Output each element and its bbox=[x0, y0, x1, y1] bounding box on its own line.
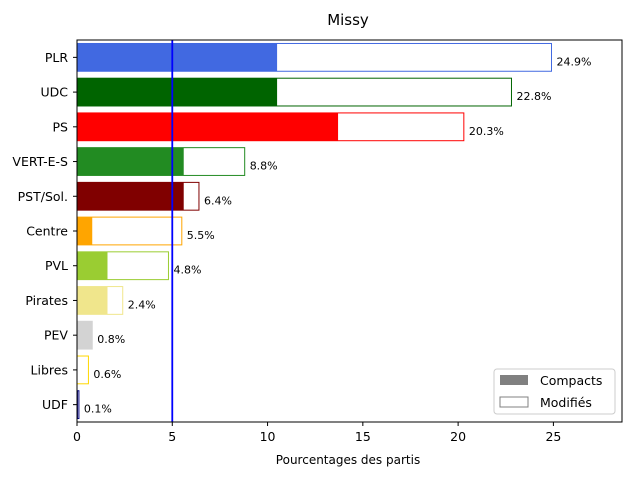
data-labels-layer: 24.9% 22.8% 20.3% 8.8% 6.4% 5.5% 4.8% 2.4% 0.8% 0… bbox=[84, 55, 592, 415]
y-tick-label: PVL bbox=[45, 258, 68, 273]
data-label: 0.1% bbox=[84, 403, 112, 416]
ticks-layer: PLR UDC PS VERT-E-S PST/Sol. Centre PVL Pirates… bbox=[12, 50, 561, 444]
plot-frame bbox=[76, 39, 623, 423]
y-tick-label: Pirates bbox=[25, 293, 68, 308]
bar-compacts-pvl bbox=[77, 251, 108, 280]
data-label: 4.8% bbox=[173, 264, 201, 277]
data-label: 22.8% bbox=[516, 90, 551, 103]
data-label: 8.8% bbox=[250, 160, 278, 173]
bar-modifies-libres bbox=[76, 355, 89, 385]
legend-swatch-modifies bbox=[499, 396, 529, 408]
bar-compacts-centre bbox=[77, 217, 93, 245]
data-label: 0.8% bbox=[97, 333, 125, 346]
y-tick-label: UDF bbox=[42, 397, 68, 412]
y-tick-label: PLR bbox=[45, 50, 69, 65]
x-tick-label: 20 bbox=[450, 429, 466, 444]
y-tick-label: UDC bbox=[40, 85, 68, 100]
bar-compacts-ps bbox=[77, 112, 339, 141]
x-tick-label: 5 bbox=[168, 429, 176, 444]
bar-compacts-udc bbox=[77, 78, 278, 106]
data-label: 0.6% bbox=[93, 368, 121, 381]
data-label: 2.4% bbox=[128, 298, 156, 311]
legend: Compacts Modifiés bbox=[493, 368, 616, 415]
bar-compacts-plr bbox=[77, 43, 278, 72]
x-tick-label: 0 bbox=[73, 429, 81, 444]
legend-label-modifies: Modifiés bbox=[540, 395, 592, 410]
x-tick-label: 15 bbox=[355, 429, 371, 444]
x-tick-label: 10 bbox=[260, 429, 276, 444]
x-tick-label: 25 bbox=[545, 429, 561, 444]
chart-title: Missy bbox=[327, 11, 369, 29]
data-label: 20.3% bbox=[469, 125, 504, 138]
legend-label-compacts: Compacts bbox=[540, 373, 602, 388]
y-tick-label: PS bbox=[53, 119, 69, 134]
bars-layer bbox=[76, 42, 552, 420]
data-label: 5.5% bbox=[187, 229, 215, 242]
y-tick-label: Libres bbox=[31, 362, 68, 377]
bar-compacts-pst-sol bbox=[77, 182, 184, 211]
x-axis-label: Pourcentages des partis bbox=[276, 453, 420, 467]
y-tick-label: PST/Sol. bbox=[18, 189, 68, 204]
bar-modifies-centre bbox=[76, 216, 183, 246]
y-tick-label: VERT-E-S bbox=[12, 154, 68, 169]
data-label: 6.4% bbox=[204, 194, 232, 207]
bar-compacts-pirates bbox=[77, 286, 108, 315]
legend-swatch-compacts bbox=[500, 375, 528, 385]
y-tick-label: PEV bbox=[44, 328, 68, 343]
bar-compacts-pev bbox=[77, 321, 93, 350]
bar-compacts-vert-e-s bbox=[77, 147, 184, 176]
data-label: 24.9% bbox=[556, 55, 591, 68]
y-tick-label: Centre bbox=[26, 224, 68, 239]
